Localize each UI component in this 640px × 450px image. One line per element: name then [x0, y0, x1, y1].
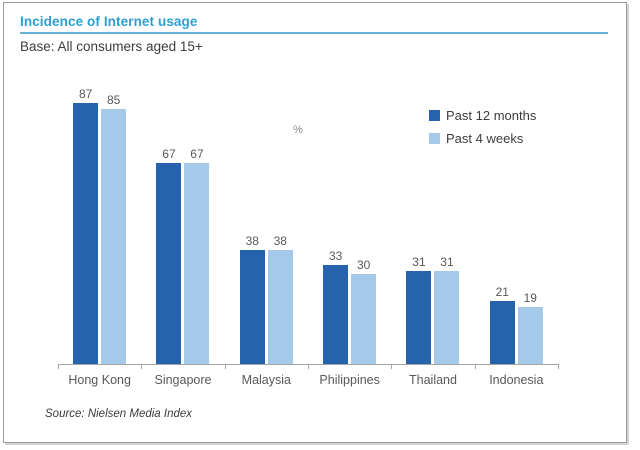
bar — [517, 307, 543, 364]
value-label: 19 — [523, 291, 537, 305]
bar — [73, 103, 99, 364]
category-label: Singapore — [154, 373, 212, 387]
value-label: 30 — [356, 258, 371, 272]
bar-column: 87 — [73, 87, 99, 364]
source-note: Source: Nielsen Media Index — [45, 408, 193, 420]
bar — [323, 265, 349, 364]
bar — [351, 274, 377, 364]
chart-title: Incidence of Internet usage — [20, 14, 198, 29]
percent-axis-label: % — [293, 124, 303, 136]
category-label: Philippines — [319, 373, 380, 387]
bar-column: 33 — [323, 249, 349, 364]
legend-item: Past 4 weeks — [429, 131, 536, 146]
category-label: Malaysia — [241, 373, 291, 387]
value-label: 33 — [328, 249, 343, 263]
bar — [184, 163, 210, 364]
chart-legend: Past 12 months Past 4 weeks — [429, 108, 536, 154]
x-axis-tick — [58, 364, 59, 369]
x-axis-tick — [558, 364, 559, 369]
bar-column: 19 — [517, 291, 543, 364]
bar — [156, 163, 182, 364]
bar-column: 38 — [239, 234, 265, 364]
bar-column: 31 — [434, 255, 460, 364]
bar-group-hong-kong: 87 85 — [58, 80, 141, 364]
value-label: 85 — [106, 93, 121, 107]
x-axis-tick — [224, 364, 226, 369]
plot-area: 87 85 67 67 38 38 33 30 31 31 21 19 — [58, 80, 558, 364]
title-underline — [20, 32, 608, 34]
value-label: 31 — [440, 255, 454, 269]
category-label: Indonesia — [489, 373, 544, 387]
bar-group-thailand: 31 31 — [391, 80, 474, 364]
x-axis-tick — [391, 364, 393, 369]
bar — [406, 271, 432, 364]
bar-group-singapore: 67 67 — [141, 80, 224, 364]
value-label: 67 — [162, 147, 176, 161]
bar — [267, 250, 293, 364]
x-axis-tick — [141, 364, 143, 369]
legend-label: Past 12 months — [446, 108, 537, 123]
bar-column: 67 — [156, 147, 182, 364]
bar-column: 30 — [351, 258, 377, 364]
category-label: Thailand — [409, 373, 457, 387]
bar-column: 31 — [406, 255, 432, 364]
legend-label: Past 4 weeks — [446, 131, 524, 146]
legend-swatch-icon — [429, 133, 440, 144]
bar-group-philippines: 33 30 — [308, 80, 391, 364]
bar-column: 85 — [101, 93, 127, 364]
bar-column: 21 — [489, 285, 515, 364]
x-axis-tick — [474, 364, 476, 369]
category-label: Hong Kong — [68, 373, 131, 387]
bar-group-malaysia: 38 38 — [225, 80, 308, 364]
bar — [239, 250, 265, 364]
value-label: 38 — [273, 234, 287, 248]
value-label: 21 — [495, 285, 509, 299]
bar — [101, 109, 127, 364]
bar — [434, 271, 460, 364]
value-label: 38 — [245, 234, 259, 248]
bar-group-indonesia: 21 19 — [475, 80, 558, 364]
base-note: Base: All consumers aged 15+ — [20, 39, 203, 54]
legend-item: Past 12 months — [429, 108, 536, 123]
bar-column: 38 — [267, 234, 293, 364]
value-label: 87 — [78, 87, 93, 101]
bar-column: 67 — [184, 147, 210, 364]
value-label: 67 — [190, 147, 204, 161]
legend-swatch-icon — [429, 110, 440, 121]
value-label: 31 — [412, 255, 426, 269]
x-axis-tick — [308, 364, 309, 369]
bar — [489, 301, 515, 364]
